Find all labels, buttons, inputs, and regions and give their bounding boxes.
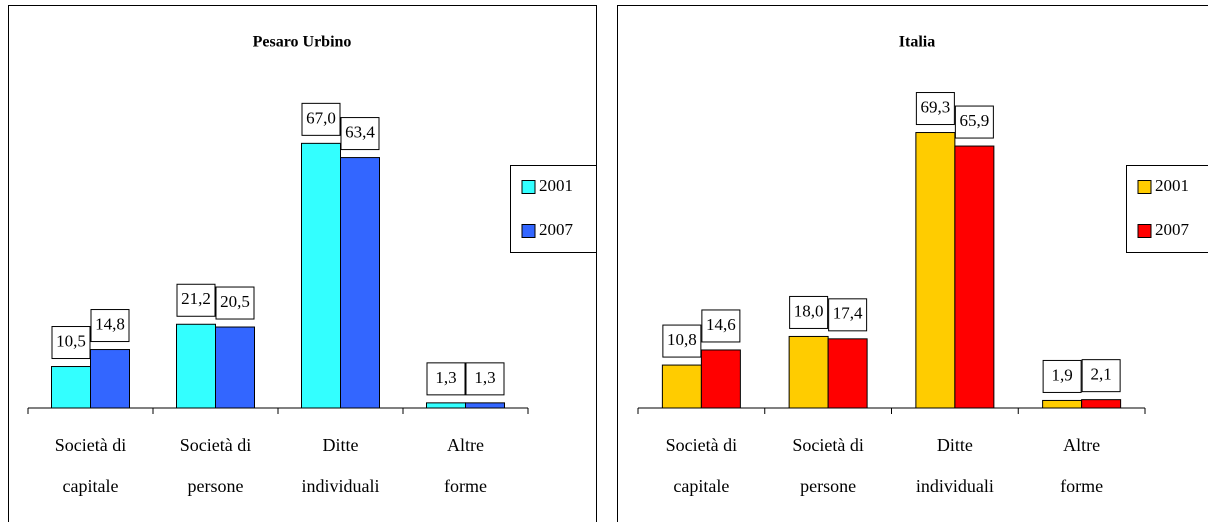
bar (1042, 399, 1083, 409)
legend-label: 2007 (1155, 220, 1190, 239)
legend-swatch (521, 180, 536, 194)
x-tick-label: Società di persone (180, 435, 251, 496)
value-label-box (662, 324, 702, 358)
legend-label: 2001 (539, 176, 573, 195)
bar (915, 132, 956, 409)
x-tick-label: Società di capitale (55, 435, 126, 496)
bar (465, 402, 505, 409)
bar (51, 366, 91, 409)
value-label-box (789, 295, 829, 329)
value-label: 18,0 (794, 301, 824, 320)
value-label-box (915, 92, 955, 126)
bar (90, 349, 130, 409)
value-label-box (954, 105, 994, 139)
value-label-box (701, 309, 741, 343)
value-label: 67,0 (306, 108, 336, 127)
panel-right (617, 5, 1208, 522)
value-label: 69,3 (921, 97, 951, 116)
value-label-box (1042, 359, 1082, 393)
value-label-box (301, 102, 341, 136)
value-label-box (340, 117, 380, 151)
value-label-box (90, 309, 130, 343)
x-tick-label: Ditte individuali (302, 435, 380, 496)
legend-swatch (1137, 180, 1152, 194)
bar (954, 145, 995, 409)
bar (340, 157, 380, 409)
bar (661, 364, 702, 409)
x-tick-label: Altre forme (444, 435, 487, 496)
value-label-box (1081, 359, 1121, 393)
bar (176, 323, 216, 409)
bar (426, 402, 466, 409)
bar (788, 335, 829, 409)
value-label: 1,9 (1052, 365, 1073, 384)
value-label: 21,2 (181, 289, 211, 308)
value-label: 14,8 (95, 314, 125, 333)
value-label: 63,4 (345, 122, 375, 141)
x-tick-label: Altre forme (1060, 435, 1103, 496)
chart-title: Pesaro Urbino (253, 34, 352, 51)
bar (700, 349, 741, 409)
legend-swatch (521, 224, 536, 238)
value-label: 20,5 (220, 292, 250, 311)
bar (215, 326, 255, 409)
bar (301, 142, 341, 409)
x-tick-label: Società di persone (792, 435, 863, 496)
value-label: 1,3 (474, 368, 495, 387)
legend-label: 2007 (539, 220, 574, 239)
value-label: 2,1 (1091, 365, 1112, 384)
value-label: 14,6 (706, 315, 736, 334)
chart-title: Italia (899, 34, 935, 51)
legend-label: 2001 (1155, 176, 1189, 195)
value-label-box (51, 326, 91, 360)
value-label-box (828, 298, 868, 332)
value-label: 10,5 (56, 331, 86, 350)
value-label: 1,3 (435, 368, 456, 387)
bar (1081, 399, 1122, 409)
value-label-box (215, 286, 255, 320)
value-label-box (465, 362, 505, 396)
x-tick-label: Società di capitale (666, 435, 737, 496)
bar (827, 338, 868, 409)
legend-swatch (1137, 224, 1152, 238)
x-tick-label: Ditte individuali (916, 435, 994, 496)
value-label-box (176, 283, 216, 317)
value-label: 65,9 (960, 111, 990, 130)
value-label: 17,4 (833, 304, 863, 323)
value-label: 10,8 (667, 330, 697, 349)
value-label-box (426, 362, 466, 396)
